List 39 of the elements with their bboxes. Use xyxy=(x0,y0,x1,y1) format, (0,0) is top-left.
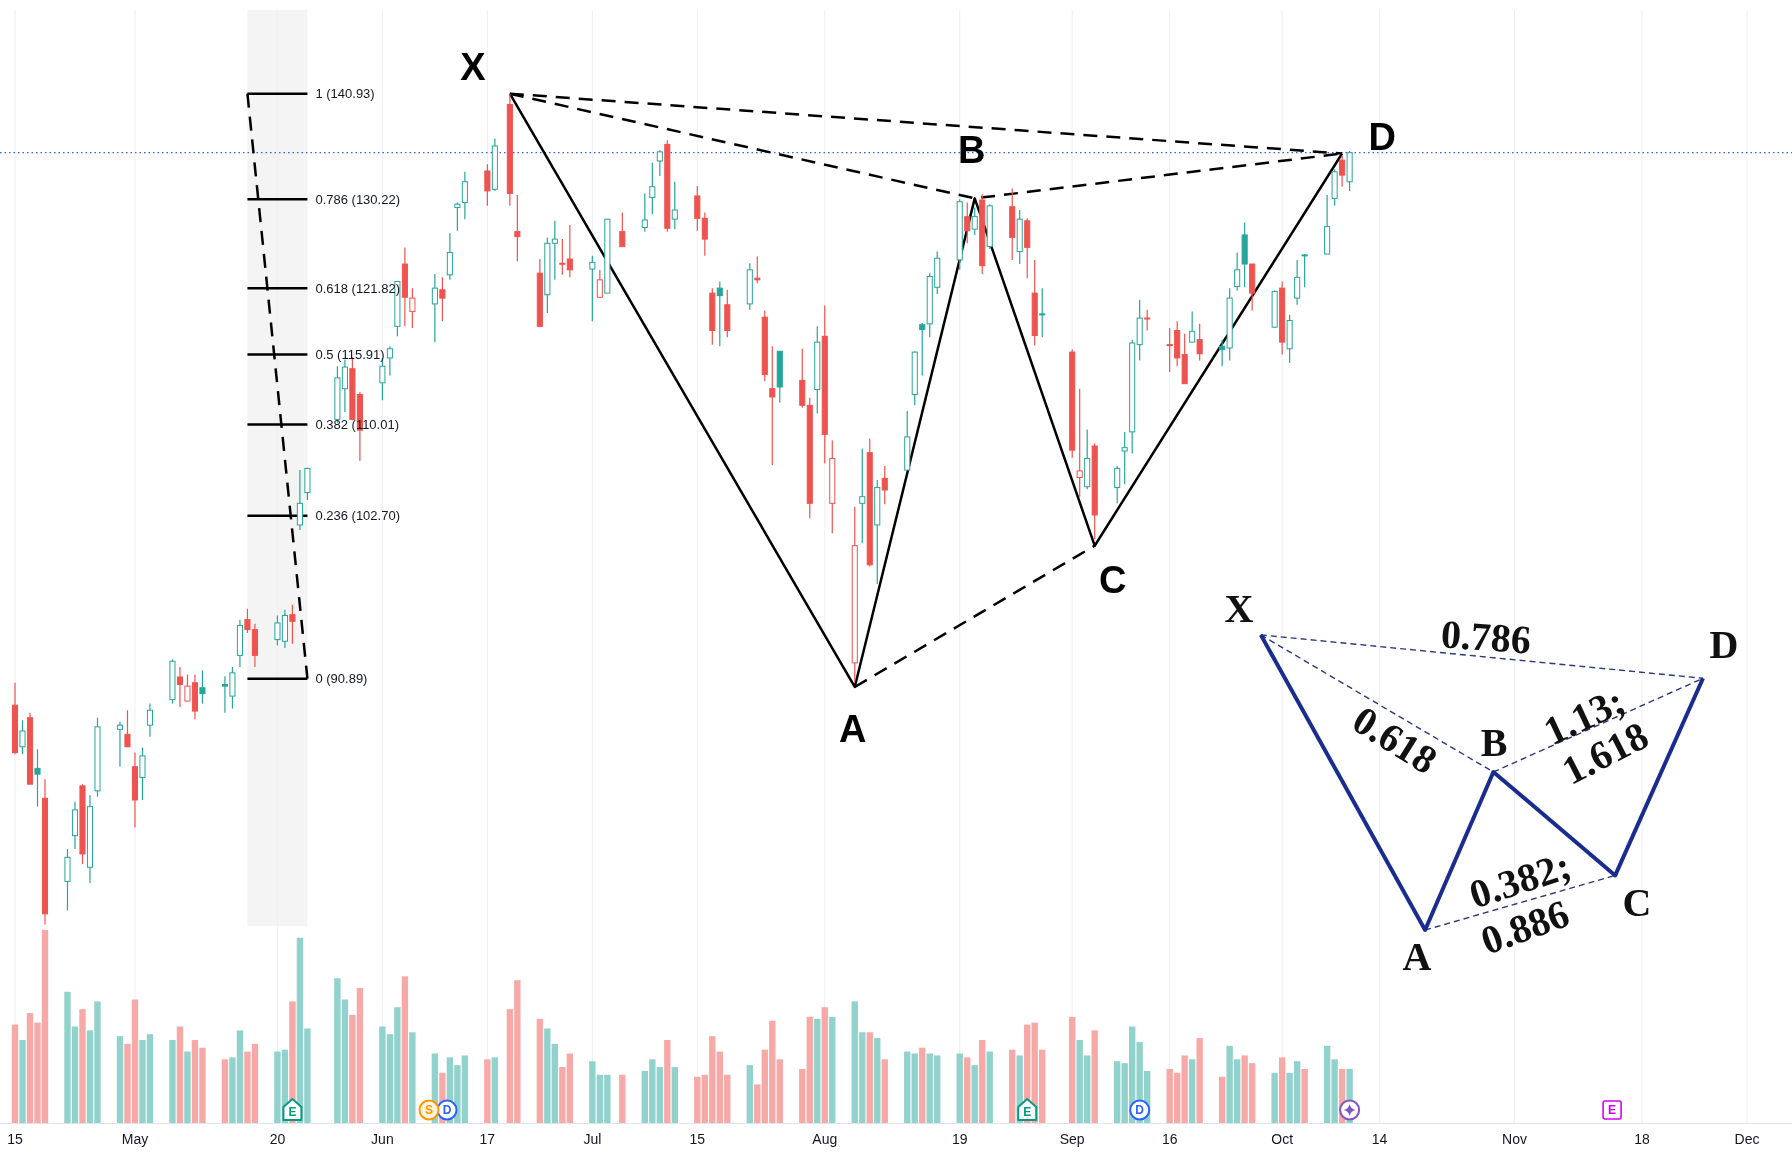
annotation: A xyxy=(839,707,867,750)
x-tick-label: Dec xyxy=(1734,1131,1760,1147)
annotation: E xyxy=(288,1105,297,1119)
annotation: X xyxy=(460,45,487,88)
series-label: 0.786 (130.22) xyxy=(315,191,400,207)
annotation: 0.786 xyxy=(1439,611,1533,663)
annotation: E xyxy=(1608,1103,1617,1117)
x-tick-label: 15 xyxy=(689,1131,706,1147)
x-tick-label: 18 xyxy=(1634,1131,1651,1147)
annotation: C xyxy=(1098,558,1127,601)
annotation: D xyxy=(442,1103,452,1117)
annotation: B xyxy=(958,129,986,172)
annotation: C xyxy=(1622,879,1652,925)
x-tick-label: 19 xyxy=(951,1131,968,1147)
x-tick-label: Oct xyxy=(1271,1131,1294,1147)
annotation: S xyxy=(424,1103,434,1117)
annotation: 0.618 xyxy=(1344,697,1446,783)
x-tick-label: Aug xyxy=(812,1131,838,1147)
series-label: 0 (90.89) xyxy=(315,671,368,687)
annotation: X xyxy=(1224,585,1254,631)
x-tick-label: Nov xyxy=(1502,1131,1528,1147)
x-tick-label: 20 xyxy=(269,1131,286,1147)
series-label: 0.236 (102.70) xyxy=(315,508,400,524)
annotation: E xyxy=(1023,1105,1032,1119)
x-tick-label: 17 xyxy=(479,1131,496,1147)
x-tick-label: Jun xyxy=(371,1131,394,1147)
annotation: A xyxy=(1402,933,1432,979)
annotation: D xyxy=(1709,621,1739,667)
x-tick-label: 14 xyxy=(1371,1131,1388,1147)
series-label: 0.5 (115.91) xyxy=(315,347,385,363)
x-tick-label: Sep xyxy=(1059,1131,1085,1147)
annotation: D xyxy=(1368,115,1396,158)
x-tick-label: 16 xyxy=(1161,1131,1178,1147)
x-tick-label: May xyxy=(121,1131,149,1147)
annotation: B xyxy=(1480,719,1508,765)
x-tick-label: 15 xyxy=(7,1131,23,1147)
annotation: D xyxy=(1135,1103,1145,1117)
series-label: 1 (140.93) xyxy=(315,86,375,102)
x-tick-label: Jul xyxy=(583,1131,602,1147)
